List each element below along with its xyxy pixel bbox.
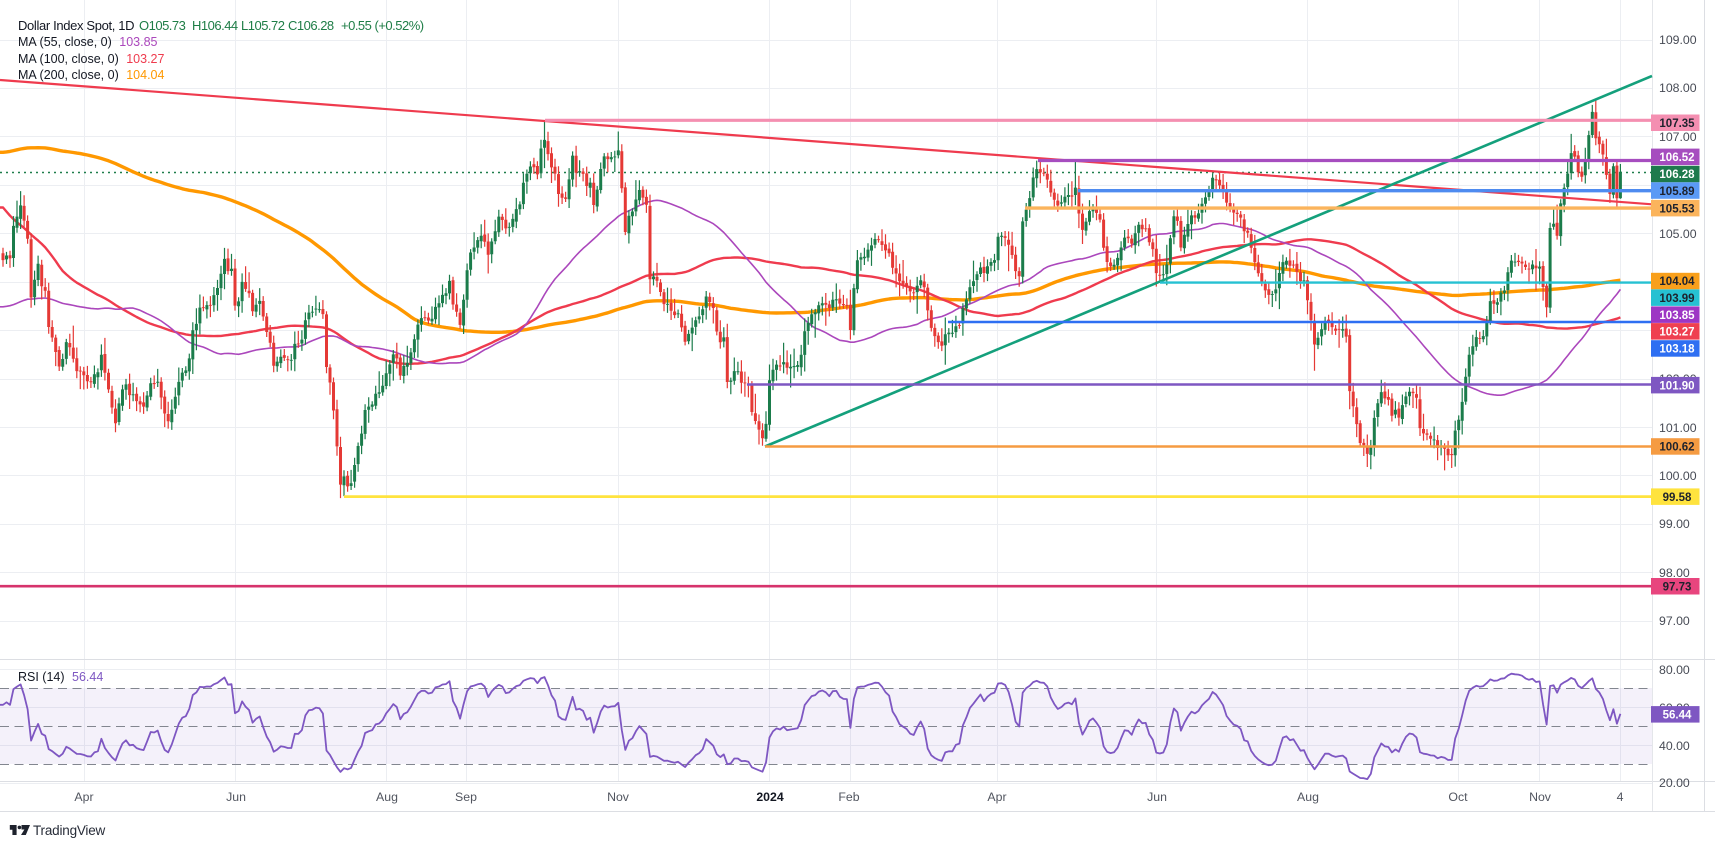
- svg-text:TradingView: TradingView: [33, 823, 106, 838]
- svg-text:40.00: 40.00: [1659, 739, 1690, 753]
- svg-text:Jun: Jun: [226, 790, 246, 804]
- svg-text:Apr: Apr: [74, 790, 93, 804]
- svg-text:99.58: 99.58: [1663, 492, 1692, 504]
- svg-text:104.04: 104.04: [1659, 276, 1695, 288]
- svg-text:4: 4: [1617, 790, 1624, 804]
- svg-text:98.00: 98.00: [1659, 566, 1690, 580]
- svg-text:105.00: 105.00: [1659, 227, 1697, 241]
- svg-text:Feb: Feb: [838, 790, 859, 804]
- svg-text:Jun: Jun: [1147, 790, 1167, 804]
- svg-text:101.00: 101.00: [1659, 421, 1697, 435]
- svg-text:101.90: 101.90: [1659, 380, 1694, 392]
- svg-text:Oct: Oct: [1448, 790, 1468, 804]
- svg-text:Sep: Sep: [455, 790, 477, 804]
- svg-text:80.00: 80.00: [1659, 663, 1690, 677]
- svg-text:2024: 2024: [756, 790, 784, 804]
- svg-text:103.27: 103.27: [1659, 327, 1694, 339]
- svg-text:100.62: 100.62: [1659, 442, 1694, 454]
- svg-text:97.73: 97.73: [1663, 581, 1692, 593]
- svg-text:108.00: 108.00: [1659, 81, 1697, 95]
- svg-text:MA (55, close, 0) 103.85: MA (55, close, 0) 103.85: [18, 35, 158, 49]
- svg-text:109.00: 109.00: [1659, 33, 1697, 47]
- svg-text:105.53: 105.53: [1659, 203, 1694, 215]
- svg-text:99.00: 99.00: [1659, 517, 1690, 531]
- svg-text:Nov: Nov: [607, 790, 630, 804]
- svg-text:97.00: 97.00: [1659, 614, 1690, 628]
- svg-text:Nov: Nov: [1529, 790, 1552, 804]
- svg-text:107.35: 107.35: [1659, 118, 1695, 130]
- svg-text:105.89: 105.89: [1659, 186, 1694, 198]
- svg-text:MA (100, close, 0) 103.27: MA (100, close, 0) 103.27: [18, 52, 164, 66]
- svg-text:107.00: 107.00: [1659, 130, 1697, 144]
- svg-text:Apr: Apr: [987, 790, 1006, 804]
- svg-text:106.52: 106.52: [1659, 152, 1694, 164]
- svg-text:103.99: 103.99: [1659, 293, 1694, 305]
- svg-text:Aug: Aug: [376, 790, 398, 804]
- svg-text:103.85: 103.85: [1659, 310, 1695, 322]
- svg-text:106.28: 106.28: [1659, 169, 1695, 181]
- svg-text:103.18: 103.18: [1659, 344, 1695, 356]
- svg-text:56.44: 56.44: [1663, 710, 1692, 722]
- svg-text:RSI (14) 56.44: RSI (14) 56.44: [18, 670, 103, 684]
- svg-text:100.00: 100.00: [1659, 469, 1697, 483]
- svg-text:Dollar Index Spot, 1D: Dollar Index Spot, 1D: [18, 18, 134, 33]
- svg-text:20.00: 20.00: [1659, 776, 1690, 790]
- svg-text:MA (200, close, 0) 104.04: MA (200, close, 0) 104.04: [18, 68, 164, 82]
- svg-text:Aug: Aug: [1297, 790, 1319, 804]
